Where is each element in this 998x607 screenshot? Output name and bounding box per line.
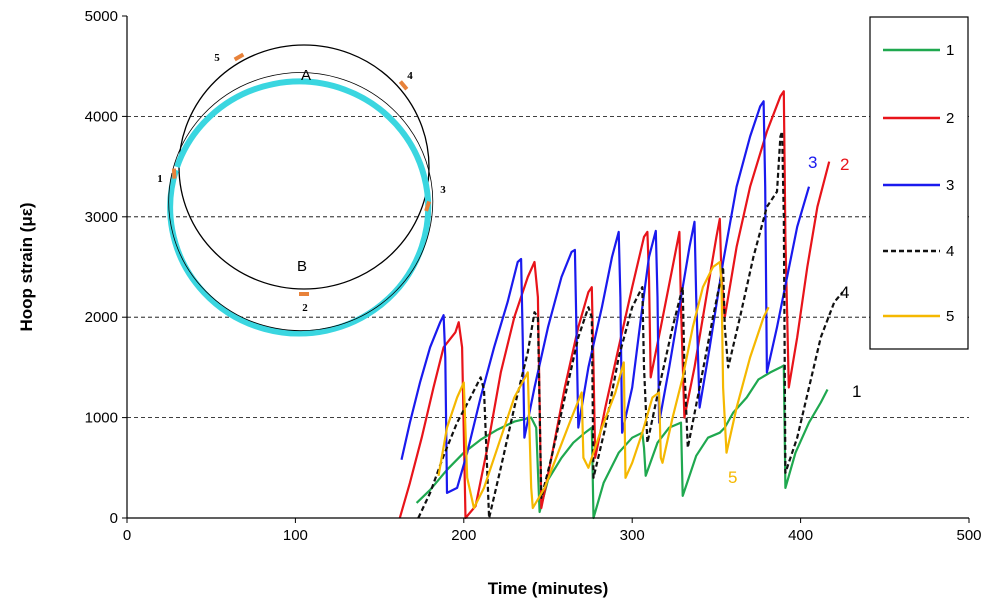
x-tick-label-200: 200: [451, 527, 476, 544]
y-tick-label-3000: 3000: [85, 209, 118, 226]
gridlines: [127, 116, 969, 419]
ring-outer-edge: [168, 72, 434, 332]
series-end-label-2: 2: [840, 155, 849, 174]
series-end-label-1: 1: [852, 382, 861, 401]
x-tick-label-400: 400: [788, 527, 813, 544]
inset-label-a: A: [301, 67, 311, 84]
y-tick-label-4000: 4000: [85, 108, 118, 125]
axes: 0 1000 2000 3000 4000 5000 0 100 200 300 400 500: [85, 8, 982, 544]
x-tick-label-500: 500: [956, 527, 981, 544]
series-line-2: [398, 90, 831, 520]
y-tick-label-1000: 1000: [85, 410, 118, 427]
gauge-label-5: 5: [214, 52, 220, 64]
legend-label-1: 1: [946, 42, 954, 59]
y-tick-label-0: 0: [110, 510, 118, 527]
y-tick-label-2000: 2000: [85, 309, 118, 326]
legend-label-2: 2: [946, 110, 954, 127]
inset-label-b: B: [297, 258, 307, 275]
gauge-label-1: 1: [157, 173, 163, 185]
series-end-label-5: 5: [728, 468, 737, 487]
series-line-1: [415, 364, 829, 520]
legend-box: [869, 16, 969, 350]
legend-label-5: 5: [946, 308, 954, 325]
y-tick-label-5000: 5000: [85, 8, 118, 25]
gauge-label-4: 4: [407, 70, 413, 82]
legend-label-3: 3: [946, 177, 954, 194]
strain-gauge-1: [171, 168, 177, 179]
series-line-4: [417, 130, 844, 520]
series-end-labels: 1 2 3 4 5: [728, 153, 861, 487]
x-axis-title: Time (minutes): [488, 579, 609, 598]
y-axis-title: Hoop strain (με): [17, 203, 36, 332]
gauge-label-3: 3: [440, 184, 446, 196]
x-tick-label-300: 300: [620, 527, 645, 544]
ring-liner: [167, 78, 432, 337]
x-tick-label-0: 0: [123, 527, 131, 544]
strain-gauge-3: [424, 200, 432, 212]
legend-label-4: 4: [946, 243, 954, 260]
strain-gauge-5: [233, 52, 245, 62]
gauge-label-2: 2: [302, 302, 308, 314]
x-tick-label-100: 100: [283, 527, 308, 544]
legend: 1 2 3 4 5: [869, 16, 969, 350]
series-end-label-3: 3: [808, 153, 817, 172]
strain-gauge-4: [398, 80, 409, 91]
series-group: [398, 90, 844, 520]
ring-inset: A B 1 2 3 4 5: [157, 44, 446, 337]
series-end-label-4: 4: [840, 283, 849, 302]
series-line-5: [437, 260, 770, 510]
